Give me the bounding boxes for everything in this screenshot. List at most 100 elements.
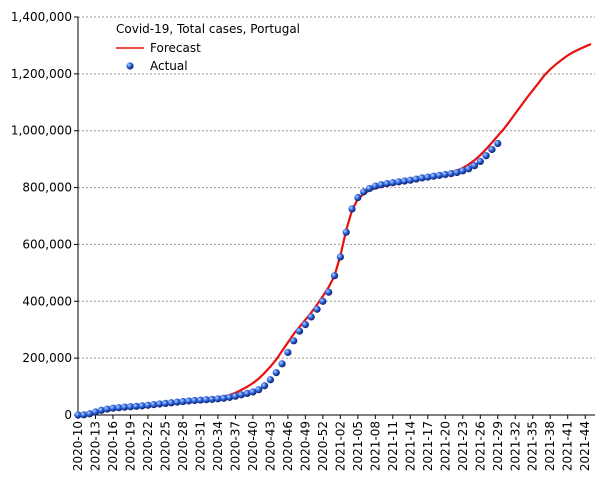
x-tick-label: 2021-05 <box>351 421 365 471</box>
actual-point <box>470 162 479 170</box>
actual-point <box>91 408 100 416</box>
actual-point <box>225 393 234 401</box>
actual-point <box>126 403 135 411</box>
actual-point <box>284 348 292 357</box>
actual-point <box>295 327 304 335</box>
y-tick-label: 1,000,000 <box>11 124 72 138</box>
actual-point <box>185 397 193 405</box>
x-tick-label: 2021-02 <box>333 421 347 471</box>
actual-point <box>290 337 298 345</box>
actual-point <box>313 305 321 313</box>
actual-point <box>465 165 473 173</box>
x-tick-label: 2020-43 <box>263 421 277 471</box>
actual-point <box>196 396 205 404</box>
actual-point <box>348 205 356 213</box>
actual-point <box>74 411 82 419</box>
actual-point <box>138 402 146 410</box>
x-tick-label: 2020-37 <box>228 421 242 471</box>
x-tick-label: 2021-38 <box>543 421 557 471</box>
actual-point <box>121 403 129 411</box>
actual-point <box>330 272 339 280</box>
actual-point <box>482 152 490 160</box>
actual-point <box>383 179 391 188</box>
actual-point <box>167 399 175 407</box>
actual-point <box>150 401 158 409</box>
actual-point <box>494 139 502 148</box>
actual-point <box>237 391 245 399</box>
chart-title: Covid-19, Total cases, Portugal <box>116 22 300 36</box>
x-tick-label: 2021-20 <box>438 421 452 471</box>
actual-point <box>424 173 432 181</box>
x-tick-label: 2021-41 <box>561 421 575 471</box>
x-tick-label: 2021-35 <box>526 421 540 471</box>
actual-point <box>115 404 123 412</box>
x-tick-label: 2021-17 <box>421 421 435 471</box>
actual-point <box>132 402 140 410</box>
x-tick-label: 2020-10 <box>71 421 85 471</box>
actual-point <box>488 145 496 154</box>
actual-point <box>301 320 309 329</box>
actual-point <box>144 401 152 409</box>
y-tick-label: 800,000 <box>22 181 72 195</box>
actual-point <box>377 181 385 189</box>
actual-point <box>453 168 461 177</box>
x-tick-label: 2020-16 <box>106 421 120 471</box>
actual-point <box>406 176 414 184</box>
actual-point <box>325 288 333 296</box>
x-tick-label: 2021-14 <box>403 421 417 471</box>
legend-label: Forecast <box>150 41 201 55</box>
actual-point <box>389 179 397 187</box>
actual-point <box>156 400 164 408</box>
actual-point <box>278 360 286 368</box>
actual-point <box>103 405 111 413</box>
actual-point <box>173 398 181 406</box>
actual-point <box>430 172 438 180</box>
actual-point <box>202 396 210 404</box>
actual-point <box>80 411 88 419</box>
legend-swatch <box>126 62 134 70</box>
x-tick-label: 2020-31 <box>193 421 207 471</box>
actual-point <box>418 174 426 182</box>
actual-point <box>231 392 240 400</box>
x-tick-label: 2021-26 <box>473 421 487 471</box>
actual-point <box>360 188 368 196</box>
actual-point <box>266 376 274 384</box>
x-tick-label: 2020-28 <box>176 421 190 471</box>
actual-point <box>412 175 420 183</box>
actual-point <box>179 397 187 406</box>
actual-point <box>109 404 117 412</box>
actual-point <box>365 184 374 193</box>
actual-point <box>191 396 199 405</box>
x-tick-label: 2020-40 <box>246 421 260 471</box>
x-tick-label: 2020-25 <box>158 421 172 471</box>
actual-point <box>208 395 216 403</box>
actual-point <box>220 394 228 402</box>
y-tick-label: 400,000 <box>22 294 72 308</box>
actual-point <box>441 170 449 179</box>
actual-point <box>161 399 170 408</box>
x-tick-label: 2021-29 <box>491 421 505 471</box>
x-tick-label: 2020-13 <box>88 421 102 471</box>
x-tick-label: 2020-46 <box>281 421 295 471</box>
y-tick-label: 0 <box>64 408 72 422</box>
x-tick-label: 2020-22 <box>141 421 155 471</box>
actual-point <box>319 297 327 305</box>
actual-point <box>243 389 251 397</box>
y-tick-label: 1,200,000 <box>11 67 72 81</box>
actual-point <box>214 395 222 403</box>
actual-point <box>249 388 257 396</box>
x-tick-label: 2021-23 <box>456 421 470 471</box>
actual-point <box>435 171 444 179</box>
actual-point <box>255 386 263 394</box>
actual-point <box>459 167 467 175</box>
x-tick-label: 2021-44 <box>578 421 592 471</box>
x-tick-label: 2020-19 <box>123 421 137 471</box>
x-tick-label: 2020-34 <box>211 421 225 471</box>
actual-point <box>97 406 105 414</box>
forecast-line <box>77 42 592 417</box>
y-tick-label: 600,000 <box>22 237 72 251</box>
actual-point <box>395 178 403 186</box>
actual-point <box>336 253 344 261</box>
y-tick-label: 1,400,000 <box>11 10 72 24</box>
